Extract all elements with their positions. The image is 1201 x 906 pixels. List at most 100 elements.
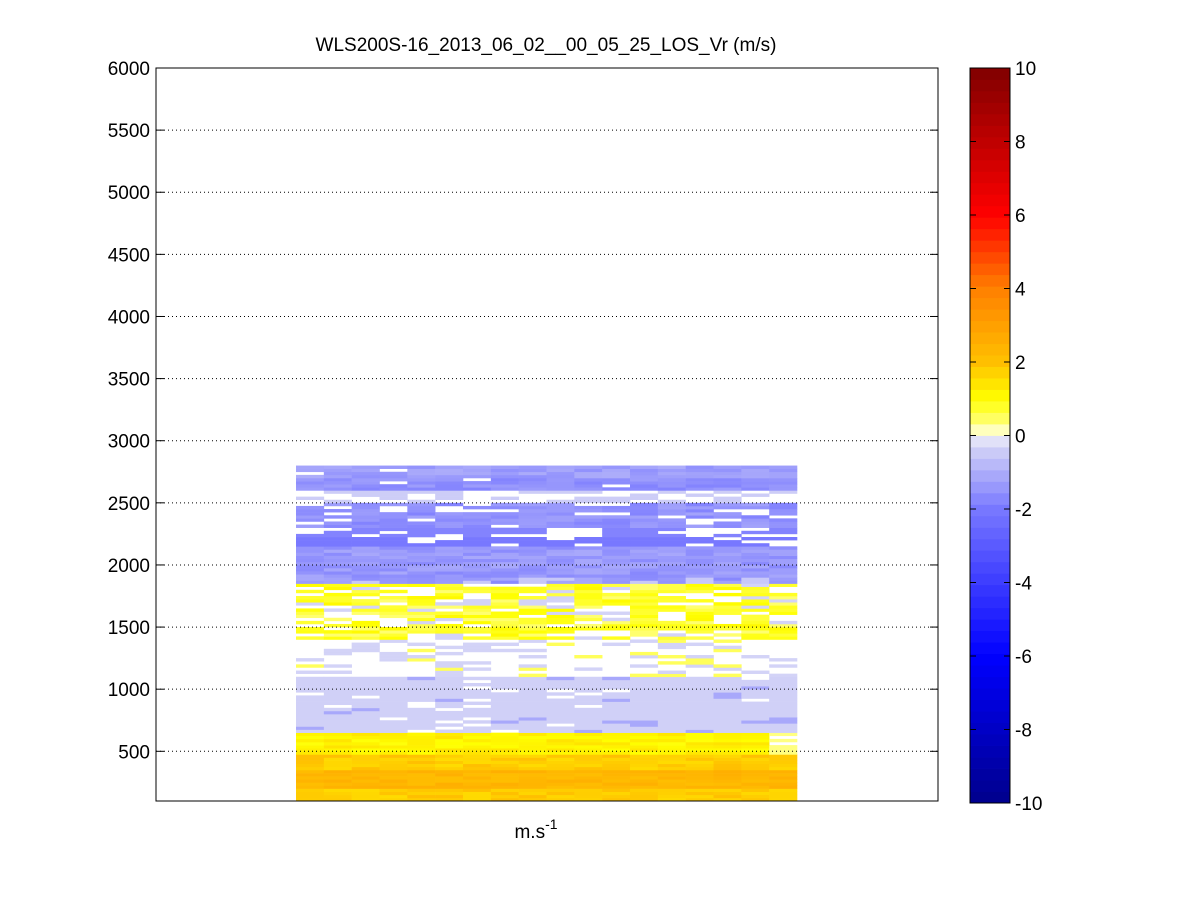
heatmap-cell <box>713 676 742 681</box>
heatmap-cell <box>296 757 325 761</box>
heatmap-cell <box>741 735 770 740</box>
heatmap-cell <box>769 782 798 786</box>
heatmap-cell <box>713 474 742 479</box>
heatmap-cell <box>602 499 631 504</box>
heatmap-cell <box>296 779 325 783</box>
heatmap-cell <box>379 763 408 768</box>
heatmap-cell <box>546 785 575 789</box>
heatmap-cell <box>741 630 770 634</box>
heatmap-cell <box>769 707 798 712</box>
heatmap-cell <box>351 723 380 727</box>
heatmap-cell <box>463 524 492 528</box>
heatmap-cell <box>435 512 464 516</box>
heatmap-cell <box>685 794 714 799</box>
heatmap-cell <box>351 773 380 777</box>
y-tick-label: 5500 <box>108 121 150 142</box>
heatmap-cell <box>435 732 464 737</box>
colorbar-segment <box>970 607 1010 620</box>
colorbar-segment <box>970 228 1010 241</box>
heatmap-cell <box>351 546 380 550</box>
heatmap-cell <box>602 695 631 699</box>
heatmap-cell <box>657 757 686 761</box>
heatmap-cell <box>490 735 519 740</box>
heatmap-cell <box>741 773 770 777</box>
heatmap-cell <box>463 546 492 550</box>
colorbar-segment <box>970 182 1010 195</box>
heatmap-cell <box>407 741 436 746</box>
heatmap-cell <box>490 797 519 802</box>
heatmap-cell <box>435 586 464 591</box>
heatmap-cell <box>351 608 380 612</box>
heatmap-cell <box>685 583 714 587</box>
heatmap-cell <box>769 574 798 578</box>
heatmap-cell <box>351 689 380 693</box>
heatmap-cell <box>546 726 575 730</box>
heatmap-cell <box>351 788 380 792</box>
heatmap-cell <box>379 477 408 482</box>
heatmap-cell <box>518 682 547 687</box>
heatmap-cell <box>657 586 686 591</box>
heatmap-cell <box>490 471 519 476</box>
heatmap-cell <box>685 754 714 758</box>
heatmap-cell <box>657 655 686 659</box>
heatmap-cell <box>546 636 575 640</box>
heatmap-cell <box>490 630 519 634</box>
heatmap-cell <box>769 676 798 681</box>
heatmap-cell <box>323 760 352 765</box>
heatmap-cell <box>435 769 464 774</box>
heatmap-cell <box>546 717 575 721</box>
heatmap-cell <box>296 509 325 513</box>
heatmap-cell <box>323 596 352 600</box>
heatmap-cell <box>713 701 742 706</box>
heatmap-cell <box>379 524 408 528</box>
heatmap-cell <box>546 679 575 684</box>
heatmap-cell <box>630 571 659 575</box>
heatmap-cell <box>379 611 408 615</box>
heatmap-cell <box>574 748 603 752</box>
heatmap-cell <box>296 474 325 479</box>
heatmap-cell <box>630 779 659 783</box>
heatmap-cell <box>574 602 603 606</box>
heatmap-cell <box>518 782 547 786</box>
heatmap-cell <box>435 577 464 581</box>
colorbar-segment <box>970 722 1010 735</box>
heatmap-cell <box>685 577 714 581</box>
heatmap-cell <box>657 518 686 522</box>
heatmap-cell <box>741 726 770 730</box>
heatmap-cell <box>602 515 631 519</box>
heatmap-cell <box>296 698 325 702</box>
heatmap-cell <box>435 701 464 706</box>
heatmap-cell <box>407 571 436 575</box>
heatmap-cell <box>323 692 352 696</box>
heatmap-cell <box>657 552 686 556</box>
heatmap-cell <box>546 642 575 647</box>
heatmap-cell <box>574 794 603 799</box>
heatmap-cell <box>741 717 770 721</box>
heatmap-cell <box>296 583 325 587</box>
heatmap-cell <box>296 518 325 522</box>
heatmap-cell <box>490 698 519 702</box>
heatmap-cell <box>407 776 436 780</box>
heatmap-cell <box>685 524 714 528</box>
heatmap-cell <box>546 686 575 690</box>
heatmap-cell <box>518 785 547 789</box>
heatmap-cell <box>713 627 742 631</box>
heatmap-cell <box>435 704 464 709</box>
heatmap-cell <box>518 723 547 727</box>
heatmap-cell <box>685 682 714 687</box>
heatmap-cell <box>323 723 352 727</box>
heatmap-cell <box>546 782 575 786</box>
heatmap-cell <box>546 788 575 792</box>
heatmap-cell <box>351 751 380 755</box>
heatmap-cell <box>296 714 325 718</box>
heatmap-cell <box>296 710 325 715</box>
heatmap-cell <box>323 707 352 712</box>
heatmap-cell <box>296 571 325 575</box>
heatmap-cell <box>518 608 547 612</box>
heatmap-cell <box>379 679 408 684</box>
heatmap-cell <box>518 605 547 609</box>
heatmap-cell <box>685 477 714 482</box>
heatmap-cell <box>296 766 325 771</box>
heatmap-cell <box>407 723 436 727</box>
